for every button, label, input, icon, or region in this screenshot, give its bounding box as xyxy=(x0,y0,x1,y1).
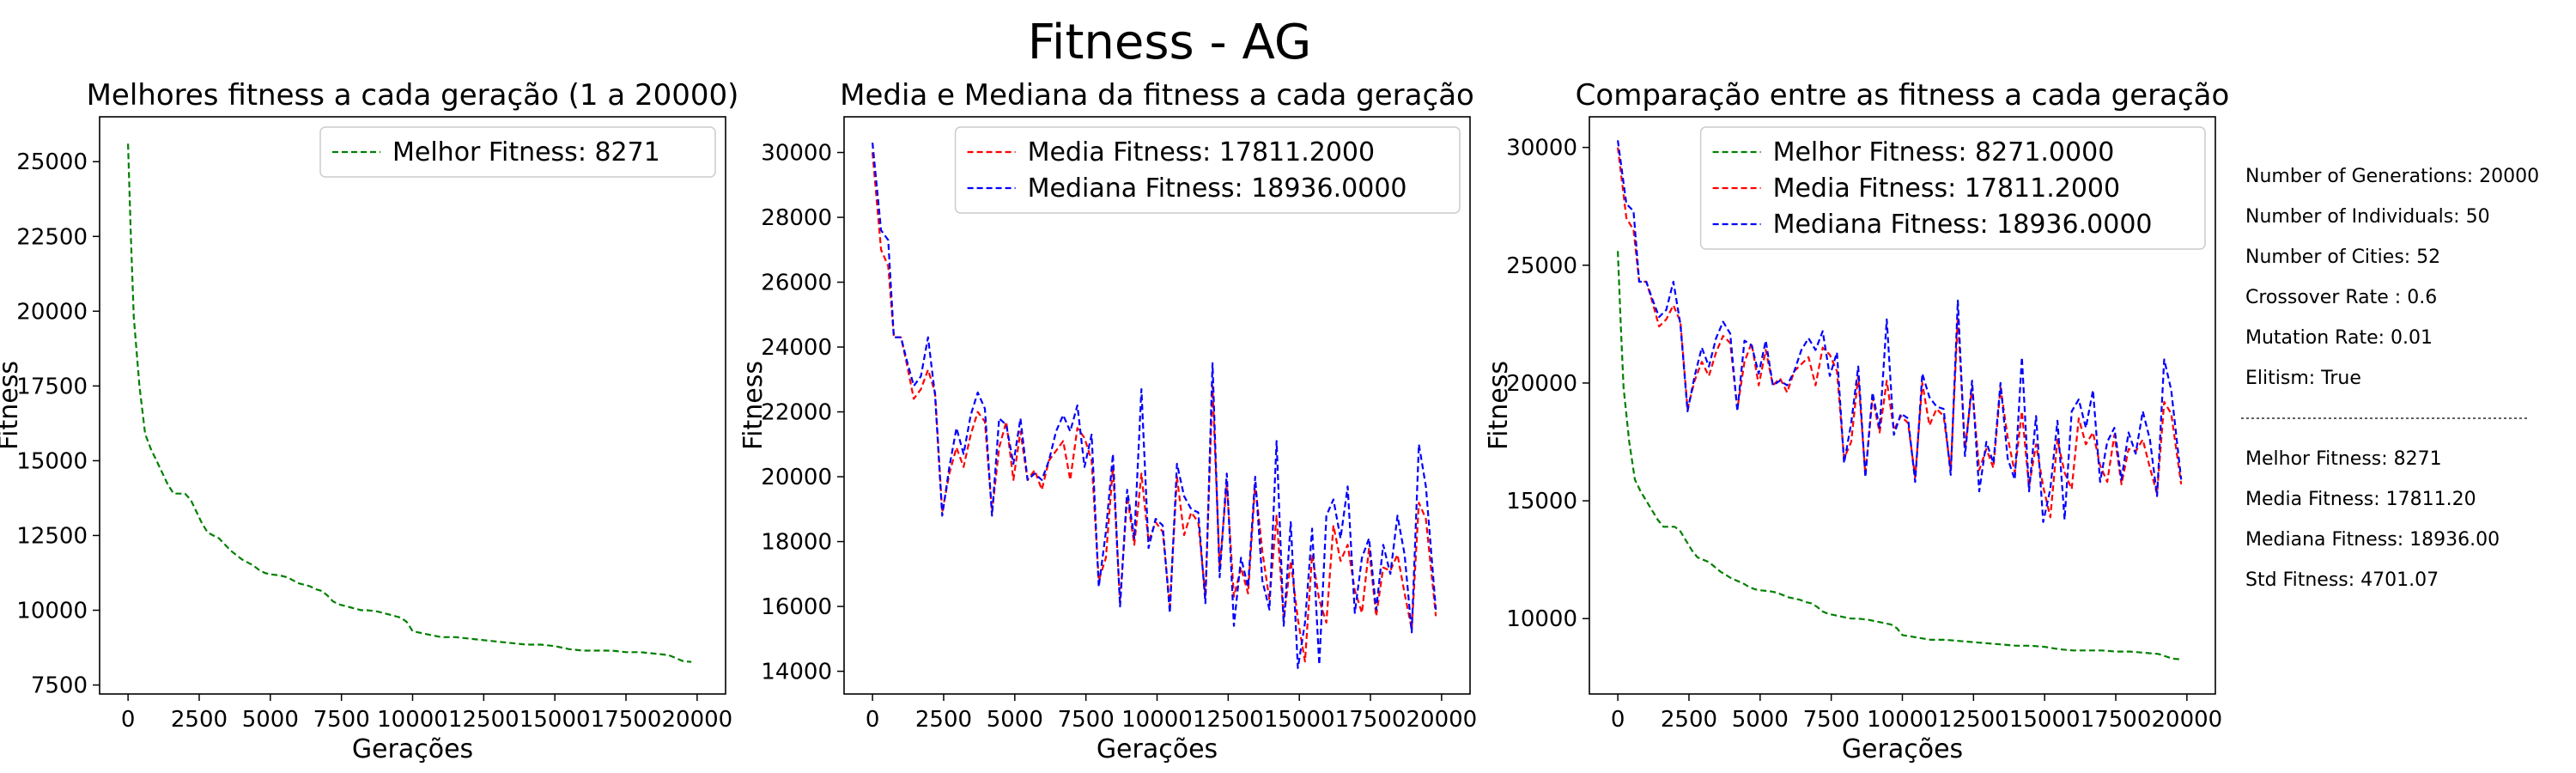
plot-frame xyxy=(843,116,1471,695)
info-line: Elitism: True xyxy=(2245,368,2361,389)
x-tick-label: 0 xyxy=(866,707,880,733)
chart-title: Melhores fitness a cada geração (1 a 200… xyxy=(87,78,739,113)
x-tick-label: 10000 xyxy=(1121,707,1193,733)
x-tick-label: 15000 xyxy=(2009,707,2081,733)
info-line: Number of Generations: 20000 xyxy=(2245,166,2539,187)
info-line: Number of Cities: 52 xyxy=(2245,247,2440,268)
y-tick-label: 17500 xyxy=(16,374,88,399)
x-axis-label: Gerações xyxy=(352,734,473,764)
x-tick-label: 7500 xyxy=(1058,707,1115,733)
y-tick-label: 20000 xyxy=(1506,371,1577,397)
legend: Melhor Fitness: 8271 xyxy=(319,126,716,178)
x-tick-label: 12500 xyxy=(1193,707,1264,733)
y-axis-label: Fitness xyxy=(0,361,24,450)
y-tick-label: 28000 xyxy=(761,205,832,231)
info-line: Melhor Fitness: 8271 xyxy=(2245,448,2442,470)
info-line: Number of Individuals: 50 xyxy=(2245,206,2490,228)
series-group xyxy=(1617,140,2183,660)
legend-box xyxy=(319,126,716,178)
x-tick-label: 2500 xyxy=(171,707,228,733)
legend-label: Media Fitness: 17811.2000 xyxy=(1028,137,1376,167)
chart-1: Melhores fitness a cada geração (1 a 200… xyxy=(0,78,738,764)
x-tick-label: 12500 xyxy=(1938,707,2009,733)
x-tick-label: 17500 xyxy=(2081,707,2152,733)
series-line-3 xyxy=(1617,140,2183,523)
x-tick-label: 20000 xyxy=(2152,707,2223,733)
x-tick-label: 7500 xyxy=(1803,707,1860,733)
y-tick-label: 12500 xyxy=(16,523,88,549)
y-tick-label: 25000 xyxy=(16,149,88,175)
y-tick-label: 18000 xyxy=(761,530,832,556)
series-line-1 xyxy=(1617,251,2182,660)
x-axis-label: Gerações xyxy=(1097,734,1218,764)
legend-label: Melhor Fitness: 8271.0000 xyxy=(1773,137,2115,167)
x-tick-label: 5000 xyxy=(1732,707,1789,733)
legend-label: Mediana Fitness: 18936.0000 xyxy=(1773,210,2153,240)
y-tick-label: 30000 xyxy=(1506,136,1577,161)
y-tick-label: 16000 xyxy=(761,594,832,620)
x-tick-label: 2500 xyxy=(1661,707,1717,733)
y-tick-label: 20000 xyxy=(16,299,88,325)
legend: Melhor Fitness: 8271.0000 Media Fitness: … xyxy=(1699,126,2206,250)
chart-3: Comparação entre as fitness a cada geraç… xyxy=(1484,78,2229,764)
y-tick-label: 10000 xyxy=(16,599,88,624)
y-tick-label: 14000 xyxy=(761,660,832,685)
x-tick-label: 0 xyxy=(121,707,136,733)
y-tick-label: 22000 xyxy=(761,400,832,426)
plot-frame xyxy=(99,116,726,695)
legend: Media Fitness: 17811.2000 Mediana Fitness… xyxy=(954,126,1461,214)
info-panel: Number of Generations: 20000 Number of In… xyxy=(2241,166,2539,591)
info-line: Std Fitness: 4701.07 xyxy=(2245,569,2439,591)
x-tick-label: 20000 xyxy=(1406,707,1478,733)
y-tick-label: 30000 xyxy=(761,141,832,167)
x-tick-label: 0 xyxy=(1611,707,1625,733)
legend-label: Mediana Fitness: 18936.0000 xyxy=(1028,173,1407,204)
chart-title: Comparação entre as fitness a cada geraç… xyxy=(1576,78,2230,113)
x-tick-label: 12500 xyxy=(448,707,519,733)
y-tick-label: 20000 xyxy=(761,465,832,490)
series-line-2 xyxy=(872,143,1437,669)
legend-box xyxy=(1699,126,2206,250)
charts-layer: Melhores fitness a cada geração (1 a 200… xyxy=(0,78,2229,764)
x-tick-label: 5000 xyxy=(242,707,299,733)
plot-frame xyxy=(1589,116,2216,695)
x-tick-label: 10000 xyxy=(1867,707,1938,733)
x-axis-label: Gerações xyxy=(1842,734,1963,764)
series-line-1 xyxy=(127,143,692,663)
y-tick-label: 22500 xyxy=(16,224,88,250)
x-tick-label: 10000 xyxy=(377,707,448,733)
legend-label: Melhor Fitness: 8271 xyxy=(392,137,660,167)
series-line-1 xyxy=(872,152,1437,663)
info-line: Crossover Rate : 0.6 xyxy=(2245,287,2437,308)
y-tick-label: 15000 xyxy=(16,448,88,474)
figure-suptitle: Fitness - AG xyxy=(1028,15,1311,70)
info-line: Media Fitness: 17811.20 xyxy=(2245,489,2476,510)
x-tick-label: 15000 xyxy=(1264,707,1335,733)
x-tick-label: 5000 xyxy=(987,707,1043,733)
y-axis-label: Fitness xyxy=(738,361,769,450)
series-line-2 xyxy=(1617,147,2183,519)
info-line: Mutation Rate: 0.01 xyxy=(2245,327,2433,349)
y-tick-label: 10000 xyxy=(1506,606,1577,632)
chart-2: Media e Mediana da fitness a cada geraçã… xyxy=(738,78,1477,764)
x-tick-label: 17500 xyxy=(1335,707,1406,733)
x-tick-label: 2500 xyxy=(915,707,972,733)
chart-title: Media e Mediana da fitness a cada geraçã… xyxy=(840,78,1474,113)
x-tick-label: 17500 xyxy=(591,707,662,733)
y-tick-label: 26000 xyxy=(761,271,832,296)
y-tick-label: 15000 xyxy=(1506,489,1577,514)
y-tick-label: 25000 xyxy=(1506,253,1577,279)
y-tick-label: 24000 xyxy=(761,335,832,361)
y-tick-label: 7500 xyxy=(31,673,88,699)
series-group xyxy=(127,143,692,663)
info-line: Mediana Fitness: 18936.00 xyxy=(2245,529,2500,551)
legend-label: Media Fitness: 17811.2000 xyxy=(1773,173,2121,204)
x-tick-label: 20000 xyxy=(662,707,733,733)
series-group xyxy=(872,143,1437,669)
x-tick-label: 7500 xyxy=(313,707,370,733)
y-axis-label: Fitness xyxy=(1484,361,1514,450)
legend-box xyxy=(954,126,1461,214)
x-tick-label: 15000 xyxy=(519,707,591,733)
